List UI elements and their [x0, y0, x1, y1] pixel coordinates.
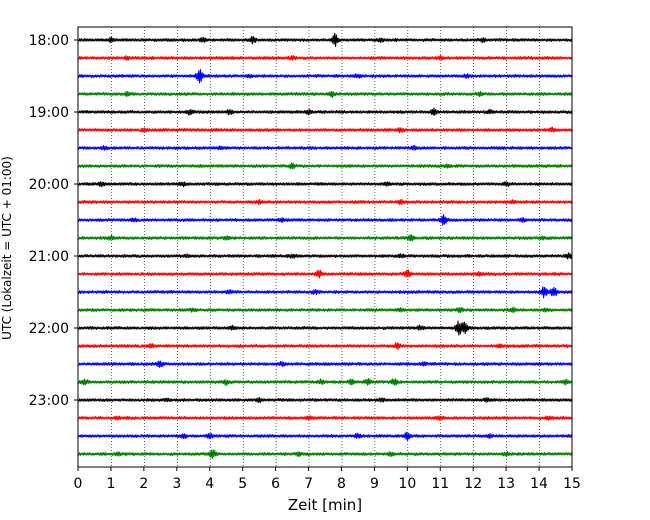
y-axis-label: UTC (Lokalzeit = UTC + 01:00)	[0, 156, 14, 340]
trace-2100	[77, 252, 573, 260]
x-tick-label-5: 5	[238, 476, 247, 492]
y-tick-label-2100: 21:00	[29, 249, 69, 265]
y-tick-label-2300: 23:00	[29, 393, 69, 409]
x-tick-label-6: 6	[271, 476, 280, 492]
trace-group	[77, 32, 573, 460]
x-tick-label-8: 8	[337, 476, 346, 492]
y-tick-labels: 18:00 19:00 20:00 21:00 22:00 23:00	[29, 33, 69, 409]
x-axis-label: Zeit [min]	[288, 496, 362, 514]
trace-1915	[77, 126, 573, 134]
trace-2200	[77, 320, 573, 336]
y-tick-label-1900: 19:00	[29, 105, 69, 121]
trace-2045	[77, 234, 573, 242]
y-tick-label-1800: 18:00	[29, 33, 69, 49]
trace-2000	[77, 181, 573, 188]
plot-frame	[77, 26, 573, 468]
x-tick-label-0: 0	[74, 476, 83, 492]
trace-1845	[77, 90, 573, 98]
trace-1945	[77, 162, 573, 170]
trace-2300	[77, 396, 573, 404]
x-tick-label-4: 4	[205, 476, 214, 492]
trace-2345	[77, 449, 573, 460]
x-tick-label-13: 13	[497, 476, 515, 492]
trace-2230	[77, 360, 573, 368]
y-tick-label-2200: 22:00	[29, 321, 69, 337]
x-tick-label-10: 10	[398, 476, 416, 492]
trace-2130	[77, 286, 573, 299]
x-tick-label-14: 14	[530, 476, 548, 492]
trace-2245	[77, 378, 573, 386]
trace-1930	[77, 144, 573, 151]
trace-1800	[77, 32, 573, 48]
x-tick-label-1: 1	[106, 476, 115, 492]
grid-lines	[111, 27, 540, 467]
trace-1900	[77, 107, 573, 116]
x-tick-label-9: 9	[370, 476, 379, 492]
x-tick-label-11: 11	[431, 476, 449, 492]
trace-2015	[77, 198, 573, 206]
trace-2330	[77, 431, 573, 441]
x-tick-label-12: 12	[464, 476, 482, 492]
x-tick-label-3: 3	[172, 476, 181, 492]
x-tick-label-7: 7	[304, 476, 313, 492]
trace-2315	[77, 415, 573, 421]
trace-1830	[77, 68, 573, 84]
x-tick-label-2: 2	[139, 476, 148, 492]
trace-2030	[77, 213, 573, 226]
y-tick-label-2000: 20:00	[29, 177, 69, 193]
trace-2115	[77, 269, 573, 279]
trace-2145	[77, 306, 573, 314]
x-tick-label-15: 15	[563, 476, 581, 492]
trace-1815	[77, 54, 573, 61]
trace-2215	[77, 342, 573, 351]
tick-marks	[74, 39, 573, 471]
x-tick-labels: 0 1 2 3 4 5 6 7 8 9 10 11 12 13 14 15	[74, 476, 581, 492]
